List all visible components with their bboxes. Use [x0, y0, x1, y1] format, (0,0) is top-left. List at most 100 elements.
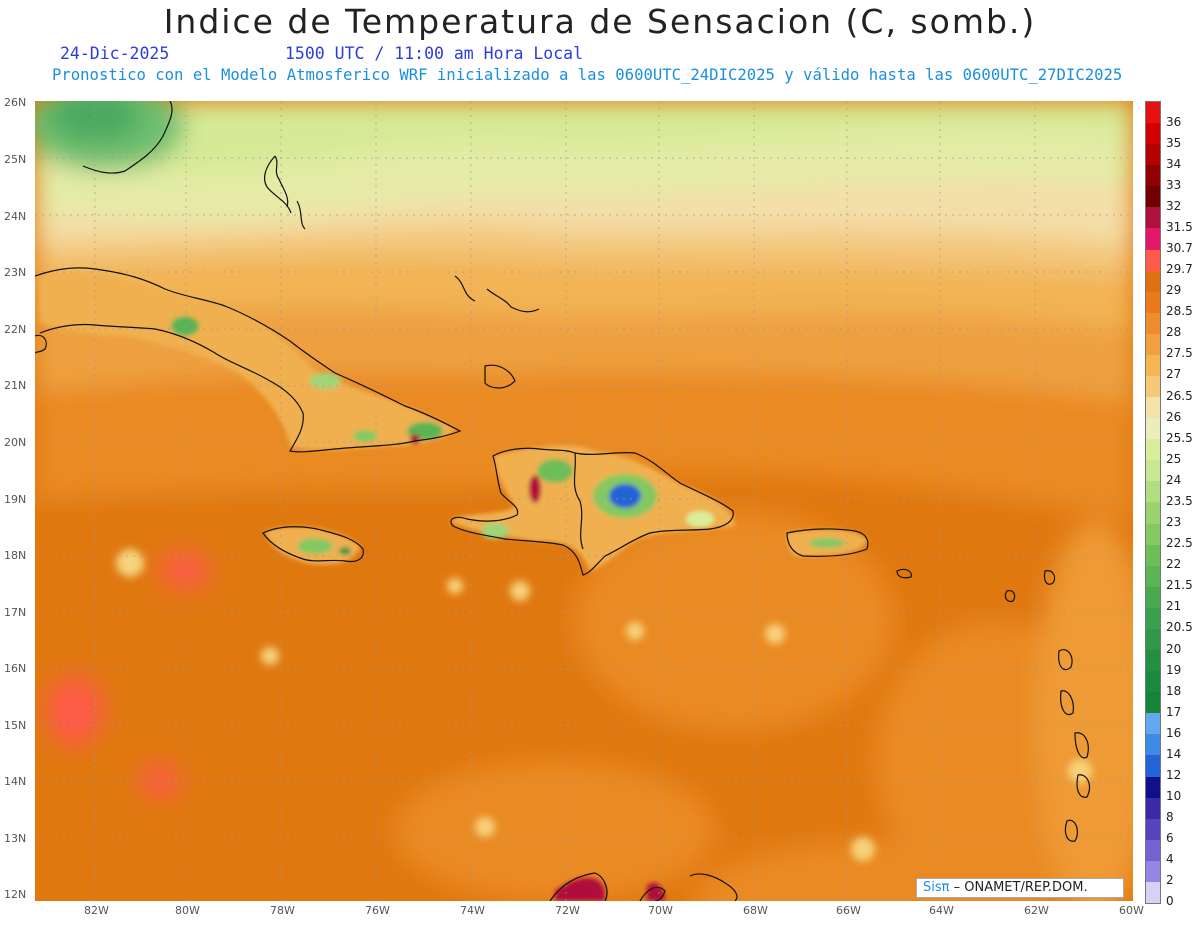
- colorbar: [1145, 101, 1161, 904]
- colorbar-swatch: [1146, 376, 1160, 398]
- lon-tick: 72W: [555, 904, 580, 917]
- colorbar-swatch: [1146, 270, 1160, 292]
- colorbar-label: 16: [1166, 725, 1182, 740]
- colorbar-swatch: [1146, 692, 1160, 714]
- colorbar-swatch: [1146, 165, 1160, 187]
- colorbar-label: 0: [1166, 894, 1174, 909]
- colorbar-swatch: [1146, 249, 1160, 271]
- lat-tick: 21N: [4, 379, 27, 392]
- lon-tick: 60W: [1119, 904, 1144, 917]
- colorbar-swatch: [1146, 312, 1160, 334]
- credit-text: – ONAMET/REP.DOM.: [953, 880, 1088, 895]
- colorbar-swatch: [1146, 650, 1160, 672]
- colorbar-swatch: [1146, 207, 1160, 229]
- sispi-logo: Sisπ: [923, 880, 950, 895]
- colorbar-swatch: [1146, 607, 1160, 629]
- colorbar-label: 27: [1166, 367, 1182, 382]
- lon-tick: 64W: [929, 904, 954, 917]
- colorbar-label: 34: [1166, 156, 1182, 171]
- lat-tick: 12N: [4, 888, 27, 901]
- date-label: 24-Dic-2025: [60, 44, 170, 63]
- lat-tick: 18N: [4, 549, 27, 562]
- lat-tick: 23N: [4, 266, 27, 279]
- colorbar-swatch: [1146, 481, 1160, 503]
- lon-tick: 82W: [84, 904, 109, 917]
- colorbar-swatch: [1146, 144, 1160, 166]
- colorbar-swatch: [1146, 860, 1160, 882]
- colorbar-label: 31.5: [1166, 219, 1193, 234]
- colorbar-label: 28: [1166, 325, 1182, 340]
- lon-tick: 76W: [365, 904, 390, 917]
- lat-tick: 25N: [4, 153, 27, 166]
- colorbar-label: 6: [1166, 831, 1174, 846]
- lon-tick: 66W: [836, 904, 861, 917]
- forecast-info: Pronostico con el Modelo Atmosferico WRF…: [52, 66, 1123, 84]
- colorbar-swatch: [1146, 839, 1160, 861]
- lon-tick: 78W: [270, 904, 295, 917]
- colorbar-swatch: [1146, 333, 1160, 355]
- colorbar-swatch: [1146, 818, 1160, 840]
- colorbar-swatch: [1146, 881, 1160, 903]
- colorbar-label: 36: [1166, 114, 1182, 129]
- colorbar-label: 10: [1166, 789, 1182, 804]
- colorbar-swatch: [1146, 354, 1160, 377]
- lat-tick: 26N: [4, 96, 27, 109]
- colorbar-swatch: [1146, 291, 1160, 313]
- colorbar-label: 29.7: [1166, 262, 1193, 277]
- chart-title: Indice de Temperatura de Sensacion (C, s…: [163, 2, 1037, 41]
- colorbar-swatch: [1146, 523, 1160, 545]
- colorbar-label: 25: [1166, 451, 1182, 466]
- colorbar-swatch: [1146, 713, 1160, 735]
- colorbar-label: 23.5: [1166, 493, 1193, 508]
- colorbar-swatch: [1146, 565, 1160, 587]
- colorbar-swatch: [1146, 776, 1160, 798]
- heat-index-map: [35, 101, 1133, 901]
- colorbar-label: 18: [1166, 683, 1182, 698]
- lat-tick: 16N: [4, 662, 27, 675]
- lon-tick: 70W: [648, 904, 673, 917]
- colorbar-label: 2: [1166, 873, 1174, 888]
- colorbar-label: 27.5: [1166, 346, 1193, 361]
- colorbar-label: 26.5: [1166, 388, 1193, 403]
- lon-tick: 62W: [1024, 904, 1049, 917]
- colorbar-label: 30.7: [1166, 241, 1193, 255]
- colorbar-swatch: [1146, 544, 1160, 566]
- colorbar-label: 24: [1166, 472, 1182, 487]
- colorbar-swatch: [1146, 418, 1160, 440]
- lon-tick: 68W: [743, 904, 768, 917]
- colorbar-label: 35: [1166, 135, 1182, 150]
- colorbar-label: 33: [1166, 177, 1182, 192]
- lat-tick: 19N: [4, 493, 27, 506]
- colorbar-label: 25.5: [1166, 430, 1193, 445]
- colorbar-label: 17: [1166, 704, 1182, 719]
- colorbar-swatch: [1146, 797, 1160, 819]
- lon-tick: 80W: [175, 904, 200, 917]
- colorbar-label: 14: [1166, 746, 1182, 761]
- colorbar-swatch: [1146, 671, 1160, 693]
- colorbar-swatch: [1146, 439, 1160, 461]
- colorbar-label: 20: [1166, 641, 1182, 656]
- colorbar-swatch: [1146, 502, 1160, 524]
- colorbar-label: 4: [1166, 852, 1174, 867]
- colorbar-label: 12: [1166, 767, 1182, 782]
- colorbar-swatch: [1146, 397, 1160, 419]
- lat-tick: 22N: [4, 323, 27, 336]
- colorbar-label: 29: [1166, 283, 1182, 298]
- colorbar-swatch: [1146, 123, 1160, 145]
- lat-tick: 14N: [4, 775, 27, 788]
- colorbar-label: 28.5: [1166, 304, 1193, 319]
- colorbar-label: 19: [1166, 662, 1182, 677]
- colorbar-swatch: [1146, 734, 1160, 756]
- colorbar-label: 20.5: [1166, 620, 1193, 635]
- lat-tick: 17N: [4, 606, 27, 619]
- colorbar-swatch: [1146, 186, 1160, 208]
- lat-tick: 15N: [4, 719, 27, 732]
- colorbar-swatch: [1146, 228, 1160, 250]
- colorbar-swatch: [1146, 586, 1160, 608]
- lat-tick: 24N: [4, 210, 27, 223]
- colorbar-label: 8: [1166, 810, 1174, 825]
- colorbar-label: 22.5: [1166, 536, 1193, 551]
- colorbar-label: 21: [1166, 599, 1182, 614]
- colorbar-label: 32: [1166, 198, 1182, 213]
- lat-tick: 13N: [4, 832, 27, 845]
